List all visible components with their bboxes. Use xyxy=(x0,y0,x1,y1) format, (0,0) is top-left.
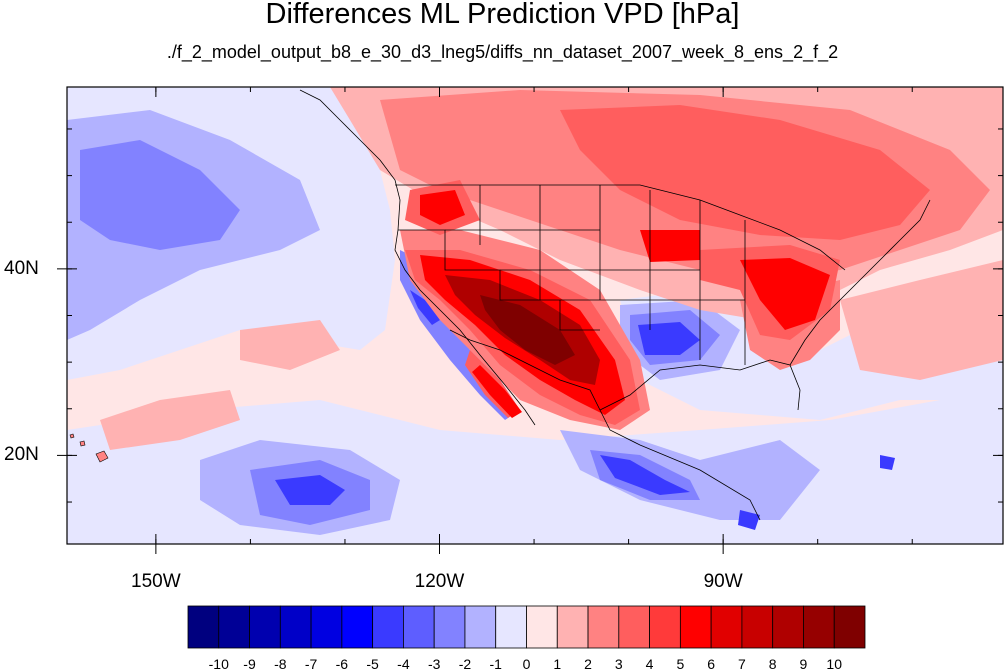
coastlines-and-borders xyxy=(299,89,931,521)
colorbar-box xyxy=(679,605,712,649)
colorbar-box xyxy=(249,605,281,649)
colorbar-box xyxy=(803,605,835,649)
colorbar-box xyxy=(403,605,435,649)
darkest-red-areas xyxy=(480,295,575,365)
colorbar-label: 3 xyxy=(614,656,623,672)
x-tick-label: 150W xyxy=(131,571,181,592)
colorbar-label: -4 xyxy=(397,656,410,672)
colorbar-box xyxy=(372,605,404,649)
colorbar-box xyxy=(587,605,620,649)
colorbar-box xyxy=(741,605,774,649)
colorbar-label: 8 xyxy=(768,656,777,672)
x-tick-label: 120W xyxy=(414,571,465,592)
colorbar-box xyxy=(649,605,681,649)
colorbar-box xyxy=(495,605,527,649)
colorbar-label: 2 xyxy=(584,656,592,672)
colorbar xyxy=(187,605,866,649)
colorbar-box xyxy=(618,605,650,649)
colorbar-label: -10 xyxy=(208,656,229,672)
y-tick-label: 40N xyxy=(4,257,39,279)
colorbar-label: -7 xyxy=(304,656,318,672)
colorbar-label: 10 xyxy=(826,656,842,672)
colorbar-label: -2 xyxy=(458,656,472,672)
colorbar-box xyxy=(218,605,250,649)
colorbar-box xyxy=(279,605,312,649)
colorbar-label: -3 xyxy=(427,656,441,672)
colorbar-label: -8 xyxy=(274,656,287,672)
hawaii-islands xyxy=(69,433,109,463)
colorbar-box xyxy=(433,605,466,649)
dark-blue-areas xyxy=(275,290,895,530)
x-tick-label: 90W xyxy=(703,571,743,592)
colorbar-label: 1 xyxy=(553,656,562,672)
colorbar-label: 9 xyxy=(799,656,808,672)
tick-marks xyxy=(57,87,1003,554)
y-tick-label: 20N xyxy=(4,444,39,466)
colorbar-label: -5 xyxy=(366,656,379,672)
map-subtitle: ./f_2_model_output_b8_e_30_d3_lneg5/diff… xyxy=(166,42,839,62)
colorbar-box xyxy=(833,605,866,649)
colorbar-label: 5 xyxy=(676,656,685,672)
colorbar-box xyxy=(556,605,589,649)
colorbar-box xyxy=(310,605,343,649)
colorbar-box xyxy=(464,605,497,649)
vpd-difference-field xyxy=(67,87,1003,544)
colorbar-box xyxy=(526,605,558,649)
colorbar-label: 6 xyxy=(707,656,716,672)
colorbar-box xyxy=(710,605,743,649)
colorbar-label: 7 xyxy=(738,656,746,672)
colorbar-box xyxy=(187,605,220,649)
colorbar-label: -9 xyxy=(243,656,256,672)
colorbar-box xyxy=(341,605,374,649)
colorbar-label: -1 xyxy=(489,656,502,672)
colorbar-label: 4 xyxy=(645,656,654,672)
colorbar-box xyxy=(772,605,804,649)
colorbar-label: 0 xyxy=(522,656,531,672)
colorbar-label: -6 xyxy=(335,656,349,672)
map-title: Differences ML Prediction VPD [hPa] xyxy=(265,0,740,30)
